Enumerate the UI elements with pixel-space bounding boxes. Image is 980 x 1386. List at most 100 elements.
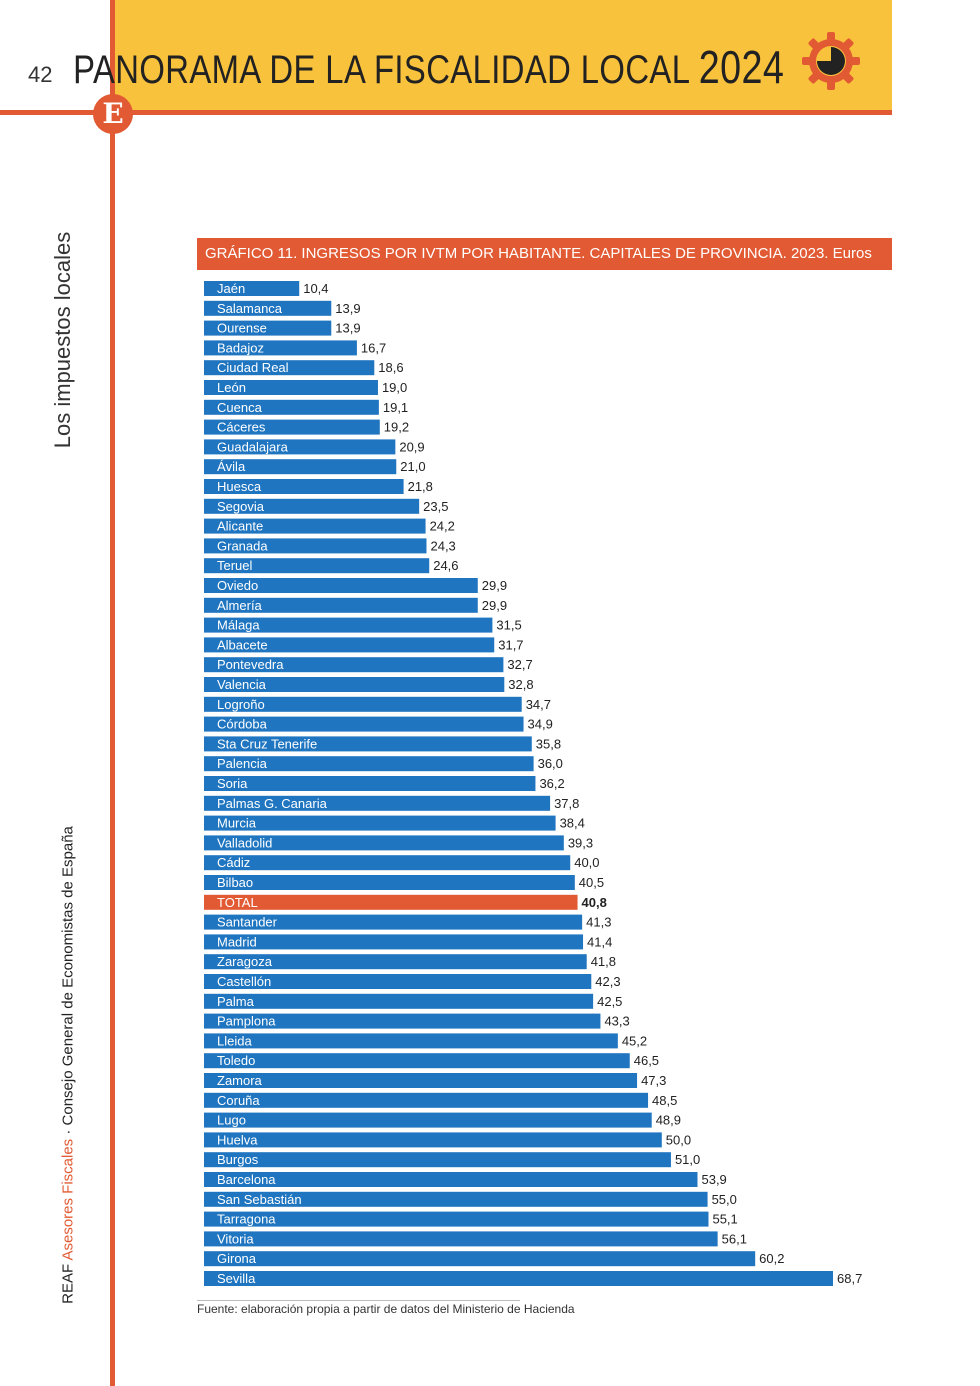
category-label-12: Alicante xyxy=(217,519,263,534)
category-label-28: Valladolid xyxy=(217,835,272,850)
bar-16 xyxy=(204,597,478,613)
category-label-31: TOTAL xyxy=(217,895,258,910)
page-number: 42 xyxy=(28,62,53,87)
value-label-24: 36,0 xyxy=(538,756,563,771)
bar-30 xyxy=(204,875,575,890)
bar-18 xyxy=(204,637,495,653)
value-label-0: 10,4 xyxy=(303,281,328,296)
bar-6 xyxy=(204,399,379,415)
bar-20 xyxy=(204,677,505,692)
category-label-6: Cuenca xyxy=(217,400,263,415)
value-label-4: 18,6 xyxy=(378,360,403,375)
category-label-3: Badajoz xyxy=(217,340,264,355)
value-label-43: 50,0 xyxy=(666,1132,691,1147)
category-label-32: Santander xyxy=(217,915,278,930)
value-label-31: 40,8 xyxy=(582,895,607,910)
category-label-45: Barcelona xyxy=(217,1172,276,1187)
value-label-9: 21,0 xyxy=(400,459,425,474)
value-label-30: 40,5 xyxy=(579,875,604,890)
bar-36 xyxy=(204,993,594,1009)
value-label-6: 19,1 xyxy=(383,400,408,415)
chart-title: GRÁFICO 11. INGRESOS POR IVTM POR HABITA… xyxy=(205,245,872,262)
category-label-39: Toledo xyxy=(217,1053,255,1068)
value-label-42: 48,9 xyxy=(656,1113,681,1128)
bar-39 xyxy=(204,1053,630,1069)
chart-title-bar: GRÁFICO 11. INGRESOS POR IVTM POR HABITA… xyxy=(197,238,892,270)
bar-3 xyxy=(204,340,357,356)
category-label-11: Segovia xyxy=(217,499,265,514)
bar-49 xyxy=(204,1251,756,1267)
bar-48 xyxy=(204,1231,718,1247)
value-label-34: 41,8 xyxy=(591,954,616,969)
category-label-19: Pontevedra xyxy=(217,657,284,672)
value-label-45: 53,9 xyxy=(701,1172,726,1187)
bar-47 xyxy=(204,1211,709,1227)
value-label-28: 39,3 xyxy=(568,835,593,850)
category-label-15: Oviedo xyxy=(217,578,258,593)
category-label-1: Salamanca xyxy=(217,301,283,316)
value-label-16: 29,9 xyxy=(482,598,507,613)
bar-33 xyxy=(204,934,584,950)
bar-11 xyxy=(204,498,420,514)
bar-10 xyxy=(204,479,404,494)
bar-41 xyxy=(204,1092,649,1108)
category-label-33: Madrid xyxy=(217,934,257,949)
value-label-35: 42,3 xyxy=(595,974,620,989)
category-label-46: San Sebastián xyxy=(217,1192,302,1207)
title-text: PANORAMA DE LA FISCALIDAD LOCAL xyxy=(72,48,689,92)
value-label-33: 41,4 xyxy=(587,934,612,949)
gear-chart-icon xyxy=(802,32,860,90)
category-label-30: Bilbao xyxy=(217,875,253,890)
category-label-4: Ciudad Real xyxy=(217,360,289,375)
bar-44 xyxy=(204,1152,671,1168)
category-label-14: Teruel xyxy=(217,558,253,573)
category-label-17: Málaga xyxy=(217,618,260,633)
bar-34 xyxy=(204,954,587,970)
category-label-37: Pamplona xyxy=(217,1014,276,1029)
bar-17 xyxy=(204,617,493,633)
category-label-13: Granada xyxy=(217,538,268,553)
value-label-41: 48,5 xyxy=(652,1093,677,1108)
value-label-36: 42,5 xyxy=(597,994,622,1009)
value-label-38: 45,2 xyxy=(622,1033,647,1048)
horizontal-rule xyxy=(0,110,892,115)
bar-38 xyxy=(204,1033,618,1049)
bar-22 xyxy=(204,716,524,732)
category-label-50: Sevilla xyxy=(217,1271,256,1286)
value-label-46: 55,0 xyxy=(712,1192,737,1207)
bar-5 xyxy=(204,380,378,395)
category-label-8: Guadalajara xyxy=(217,439,289,454)
bar-12 xyxy=(204,518,426,534)
bar-0 xyxy=(204,281,300,296)
bar-15 xyxy=(204,578,478,593)
value-label-12: 24,2 xyxy=(430,519,455,534)
bar-46 xyxy=(204,1191,708,1207)
category-label-34: Zaragoza xyxy=(217,954,273,969)
category-label-23: Sta Cruz Tenerife xyxy=(217,736,317,751)
bar-24 xyxy=(204,756,534,772)
value-label-22: 34,9 xyxy=(528,717,553,732)
category-label-9: Ávila xyxy=(217,459,246,474)
bar-32 xyxy=(204,914,583,930)
bar-35 xyxy=(204,974,592,989)
category-label-27: Murcia xyxy=(217,816,257,831)
value-label-49: 60,2 xyxy=(759,1251,784,1266)
value-label-29: 40,0 xyxy=(574,855,599,870)
bar-25 xyxy=(204,776,536,791)
bar-29 xyxy=(204,855,571,871)
bar-50 xyxy=(204,1271,833,1286)
value-label-20: 32,8 xyxy=(508,677,533,692)
value-label-13: 24,3 xyxy=(430,538,455,553)
value-label-19: 32,7 xyxy=(507,657,532,672)
category-label-5: León xyxy=(217,380,246,395)
bar-9 xyxy=(204,459,397,475)
value-label-1: 13,9 xyxy=(335,301,360,316)
header-band xyxy=(113,0,892,112)
value-label-7: 19,2 xyxy=(384,420,409,435)
value-label-23: 35,8 xyxy=(536,736,561,751)
bar-14 xyxy=(204,558,430,574)
value-label-47: 55,1 xyxy=(712,1212,737,1227)
category-label-0: Jaén xyxy=(217,281,245,296)
category-label-42: Lugo xyxy=(217,1113,246,1128)
